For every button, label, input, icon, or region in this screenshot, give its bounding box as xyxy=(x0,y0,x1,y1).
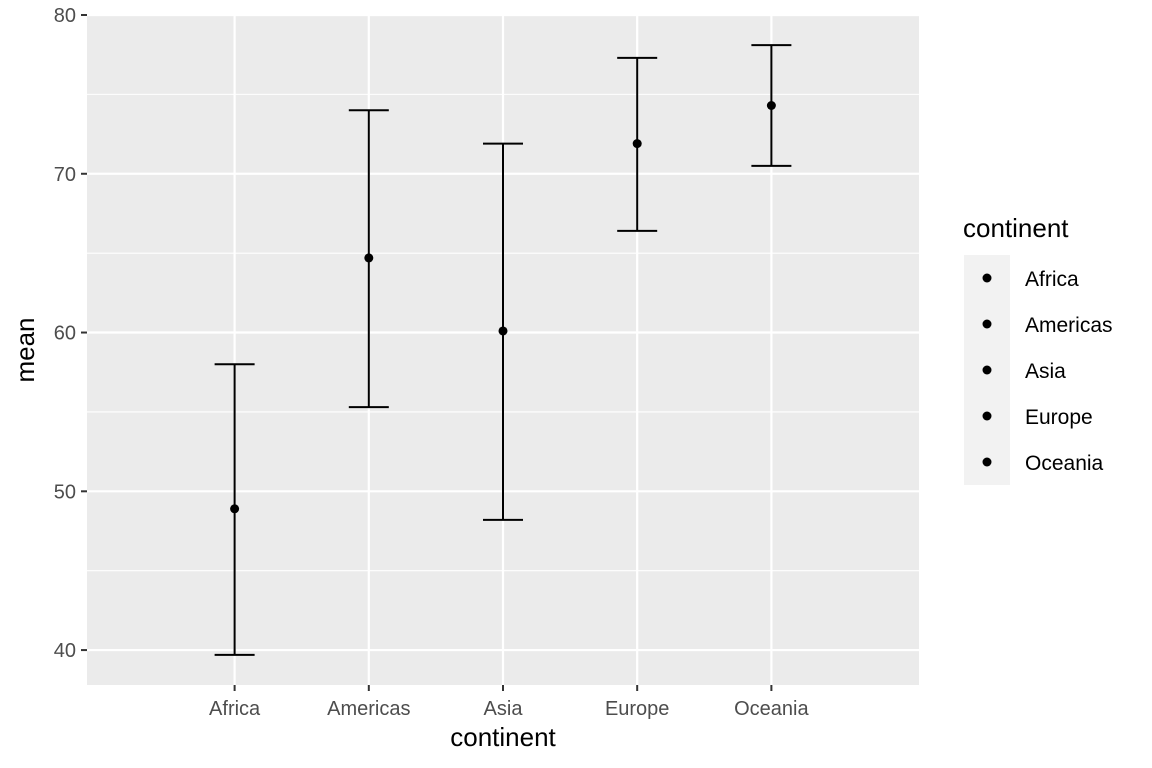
legend-label: Americas xyxy=(1025,314,1113,337)
legend-label: Europe xyxy=(1025,406,1093,429)
y-tick-marks xyxy=(81,14,87,652)
legend-key-point xyxy=(982,457,992,467)
x-tick-label: Oceania xyxy=(734,698,809,720)
x-tick-labels: Africa Americas Asia Europe Oceania xyxy=(209,698,809,720)
y-tick-labels: 40 50 60 70 80 xyxy=(54,5,76,662)
mean-points xyxy=(230,100,776,514)
legend-label: Africa xyxy=(1025,268,1079,291)
legend-label: Oceania xyxy=(1025,452,1104,475)
legend-key-point xyxy=(982,273,992,283)
mean-point xyxy=(498,326,508,336)
y-tick-label: 40 xyxy=(54,640,76,662)
mean-point xyxy=(364,253,374,263)
legend-key-point xyxy=(982,365,992,375)
x-tick-label: Asia xyxy=(484,698,524,720)
mean-point xyxy=(230,504,240,514)
x-axis-title: continent xyxy=(450,722,556,752)
y-tick-label: 60 xyxy=(54,323,76,345)
mean-point xyxy=(632,139,642,149)
legend-title: continent xyxy=(963,213,1069,243)
x-tick-label: Americas xyxy=(327,698,410,720)
legend-label: Asia xyxy=(1025,360,1066,383)
y-tick-label: 70 xyxy=(54,164,76,186)
legend: continent Africa Americas Asia Europe Oceani… xyxy=(963,213,1113,485)
x-tick-label: Africa xyxy=(209,698,261,720)
y-axis-title: mean xyxy=(10,317,40,382)
legend-key-point xyxy=(982,319,992,329)
y-tick-label: 80 xyxy=(54,5,76,27)
mean-point xyxy=(766,100,776,110)
x-tick-marks xyxy=(233,685,773,691)
x-tick-label: Europe xyxy=(605,698,670,720)
y-tick-label: 50 xyxy=(54,481,76,503)
legend-key-point xyxy=(982,411,992,421)
legend-items: Africa Americas Asia Europe Oceania xyxy=(982,268,1113,475)
